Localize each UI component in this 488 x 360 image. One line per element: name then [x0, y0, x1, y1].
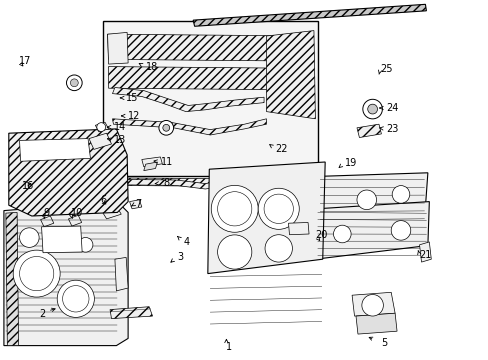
Circle shape [97, 123, 105, 131]
Polygon shape [107, 32, 128, 64]
Polygon shape [315, 202, 428, 259]
Polygon shape [112, 119, 266, 135]
Polygon shape [142, 157, 162, 167]
Circle shape [57, 280, 94, 318]
Circle shape [333, 225, 350, 243]
Polygon shape [356, 124, 381, 138]
Polygon shape [108, 67, 312, 90]
Polygon shape [9, 129, 128, 216]
Text: 12: 12 [128, 111, 140, 121]
Text: 2: 2 [39, 309, 45, 319]
Polygon shape [355, 313, 396, 334]
Polygon shape [106, 178, 256, 186]
Text: 4: 4 [183, 237, 189, 247]
Circle shape [211, 185, 258, 232]
Circle shape [13, 250, 60, 297]
Circle shape [264, 235, 292, 262]
Text: 14: 14 [114, 122, 126, 132]
Text: 21: 21 [419, 250, 431, 260]
Circle shape [20, 256, 54, 291]
Polygon shape [239, 178, 259, 191]
Text: 6: 6 [100, 195, 106, 205]
Circle shape [390, 221, 410, 240]
Polygon shape [110, 307, 152, 319]
Polygon shape [14, 157, 111, 199]
Text: 15: 15 [126, 93, 138, 103]
Polygon shape [193, 4, 426, 26]
Text: 25: 25 [380, 64, 392, 74]
Text: 17: 17 [19, 56, 31, 66]
Polygon shape [115, 257, 128, 291]
Polygon shape [316, 173, 427, 223]
Polygon shape [20, 139, 90, 161]
Polygon shape [266, 31, 315, 119]
Circle shape [217, 192, 251, 226]
Text: 10: 10 [71, 208, 83, 219]
Circle shape [78, 238, 93, 252]
Circle shape [163, 124, 169, 131]
Circle shape [66, 75, 82, 91]
Circle shape [258, 188, 299, 229]
Polygon shape [207, 162, 325, 274]
Polygon shape [351, 292, 394, 316]
Polygon shape [112, 87, 264, 112]
Circle shape [264, 194, 293, 224]
Text: 5: 5 [381, 338, 387, 348]
Polygon shape [95, 122, 108, 132]
Polygon shape [143, 162, 157, 171]
Text: 1: 1 [226, 342, 232, 352]
Text: 18: 18 [145, 62, 158, 72]
Text: 11: 11 [161, 157, 173, 167]
Polygon shape [102, 21, 317, 176]
Polygon shape [288, 222, 308, 235]
Polygon shape [4, 202, 128, 346]
Text: 13: 13 [114, 135, 126, 145]
Text: 19: 19 [344, 158, 356, 168]
Circle shape [217, 235, 251, 269]
Circle shape [159, 121, 173, 135]
Circle shape [362, 99, 382, 119]
Text: 3: 3 [177, 252, 183, 262]
Polygon shape [129, 200, 142, 209]
Circle shape [70, 79, 78, 87]
Polygon shape [419, 242, 430, 262]
Text: 23: 23 [386, 124, 398, 134]
Text: 9: 9 [43, 208, 49, 219]
Circle shape [361, 294, 383, 316]
Text: 16: 16 [22, 181, 34, 191]
Circle shape [356, 190, 376, 210]
Text: 7: 7 [135, 199, 142, 209]
Text: 24: 24 [386, 103, 398, 113]
Circle shape [367, 104, 377, 114]
Polygon shape [41, 226, 82, 253]
Text: 22: 22 [275, 144, 287, 154]
Polygon shape [107, 34, 313, 61]
Polygon shape [98, 200, 121, 219]
Circle shape [62, 285, 89, 312]
Polygon shape [6, 212, 19, 346]
Circle shape [391, 186, 409, 203]
Polygon shape [107, 178, 259, 189]
Polygon shape [68, 215, 81, 226]
Text: 20: 20 [315, 230, 327, 240]
Polygon shape [89, 133, 111, 149]
Text: 8: 8 [163, 178, 170, 188]
Circle shape [20, 228, 39, 247]
Polygon shape [41, 216, 54, 227]
